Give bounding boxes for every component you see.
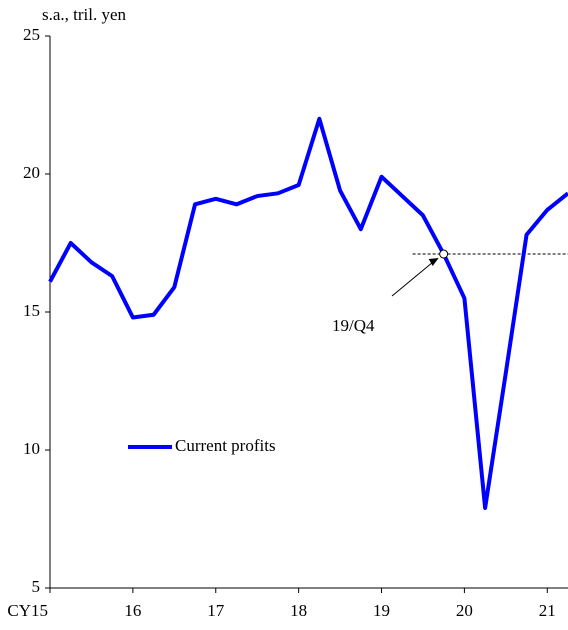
x-tick-label: 18 <box>290 601 307 620</box>
annotation-arrowhead <box>428 258 439 267</box>
x-tick-label: 16 <box>124 601 141 620</box>
x-tick-label: 19 <box>373 601 390 620</box>
annotation: 19/Q4 <box>332 316 375 335</box>
y-tick-label: 20 <box>23 163 40 182</box>
annotation-arrow <box>391 258 437 297</box>
x-tick-label: 21 <box>539 601 556 620</box>
y-tick-label: 5 <box>32 577 41 596</box>
annotation-marker <box>439 249 449 259</box>
y-tick-label: 15 <box>23 301 40 320</box>
legend-label: Current profits <box>175 436 276 455</box>
y-tick-label: 10 <box>23 439 40 458</box>
x-tick-label: 20 <box>456 601 473 620</box>
x-tick-label: CY15 <box>7 601 48 620</box>
x-tick-label: 17 <box>207 601 225 620</box>
y-axis-label: s.a., tril. yen <box>42 5 127 24</box>
y-tick-label: 25 <box>23 25 40 44</box>
line-series <box>48 116 568 510</box>
